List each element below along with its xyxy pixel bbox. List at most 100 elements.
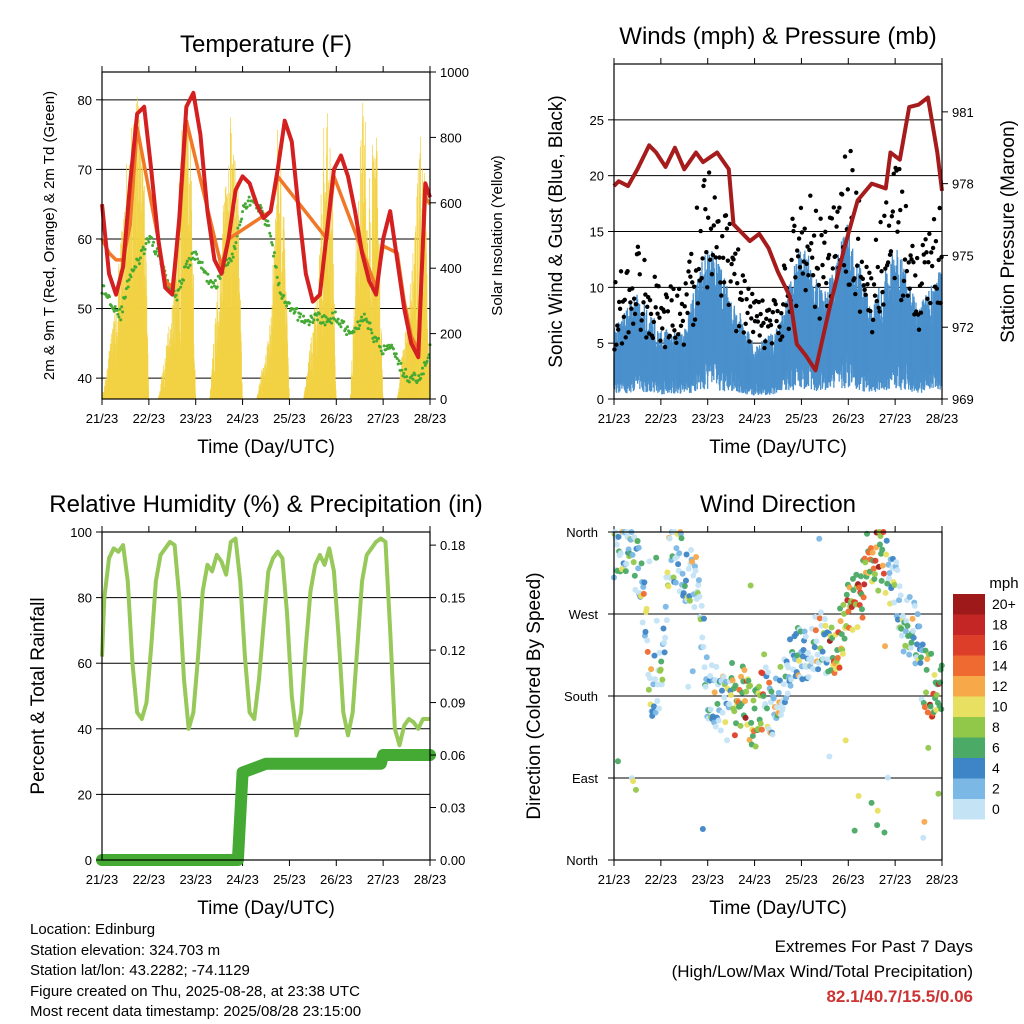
dewpoint-point [213, 278, 217, 282]
gust-point [926, 259, 931, 265]
gust-point [773, 301, 778, 307]
dewpoint-point [310, 316, 314, 320]
dewpoint-point [419, 376, 423, 380]
dewpoint-point [269, 234, 273, 238]
legend-swatch [953, 635, 985, 656]
direction-point [879, 562, 886, 569]
gust-point [618, 269, 624, 274]
gust-point [869, 329, 875, 335]
gust-point [820, 262, 825, 268]
direction-point [795, 657, 802, 664]
gust-point [819, 232, 824, 238]
y-tick-label: 60 [78, 232, 92, 247]
gust-point [625, 268, 630, 274]
legend-swatch [953, 696, 985, 717]
direction-point [658, 681, 665, 688]
dewpoint-point [400, 368, 404, 372]
gust-point [738, 290, 744, 295]
y-tick-label: 0 [85, 853, 92, 868]
direction-point [838, 631, 845, 638]
dewpoint-point [184, 262, 188, 266]
dewpoint-point [333, 310, 337, 314]
dewpoint-point [295, 307, 299, 311]
gust-point [927, 231, 932, 237]
gust-point [898, 207, 903, 213]
dewpoint-point [330, 321, 334, 325]
recent-data-timestamp: Most recent data timestamp: 2025/08/28 2… [30, 1003, 362, 1020]
gust-point [749, 316, 754, 321]
precipitation-series [96, 749, 436, 866]
direction-point [845, 608, 852, 615]
direction-point [689, 558, 696, 565]
dewpoint-point [212, 281, 216, 285]
direction-point [731, 708, 738, 715]
direction-point [799, 653, 806, 660]
x-tick-label: 25/23 [785, 411, 818, 426]
y-tick-label: 100 [70, 525, 92, 540]
dewpoint-point [206, 272, 210, 276]
direction-point [851, 827, 858, 834]
dewpoint-point [413, 373, 417, 377]
dewpoint-point [239, 220, 243, 224]
dewpoint-point [144, 241, 148, 245]
extremes-values: 82.1/40.7/15.5/0.06 [826, 987, 973, 1006]
gust-point [683, 281, 688, 286]
x-tick-label: 23/23 [179, 872, 212, 887]
direction-point [842, 737, 849, 744]
direction-point [920, 834, 927, 841]
gust-point [637, 272, 642, 277]
dewpoint-point [227, 261, 231, 265]
gust-point [732, 271, 737, 277]
gust-point [721, 280, 727, 285]
dewpoint-point [312, 318, 316, 322]
direction-point [642, 628, 649, 635]
extremes-subheading: (High/Low/Max Wind/Total Precipitation) [671, 962, 973, 981]
direction-point [935, 790, 942, 797]
gust-point [633, 301, 639, 307]
direction-point [841, 635, 848, 642]
y-tick-label: 80 [78, 591, 92, 606]
direction-point [884, 774, 891, 781]
gust-point [769, 341, 775, 346]
direction-point [690, 572, 697, 579]
gust-point [705, 285, 710, 290]
gust-point [885, 260, 891, 265]
gust-point [703, 206, 708, 212]
dewpoint-point [201, 268, 205, 272]
direction-point [784, 690, 791, 697]
dewpoint-point [146, 237, 150, 241]
x-tick-label: 24/23 [738, 411, 771, 426]
dewpoint-point [421, 372, 425, 376]
dewpoint-point [143, 247, 147, 251]
gust-point [676, 286, 682, 292]
direction-point [811, 644, 818, 651]
gust-point [724, 226, 730, 231]
x-tick-label: 26/23 [832, 411, 865, 426]
dewpoint-point [175, 298, 179, 302]
dewpoint-point [231, 255, 235, 259]
direction-point [916, 623, 923, 630]
dewpoint-point [248, 203, 252, 207]
direction-point [820, 655, 827, 662]
direction-point [802, 633, 809, 640]
dewpoint-point [366, 327, 370, 331]
gust-point [888, 249, 894, 254]
direction-point [661, 649, 668, 656]
dewpoint-point [302, 321, 306, 325]
gust-point [900, 293, 906, 298]
direction-point [701, 664, 708, 671]
gust-series [612, 148, 944, 352]
dewpoint-point [345, 333, 349, 337]
direction-tick-label: South [564, 689, 598, 704]
direction-point [774, 704, 781, 711]
y2-tick-label: 600 [440, 196, 462, 211]
direction-point [917, 659, 924, 666]
direction-point [878, 577, 885, 584]
dewpoint-point [240, 217, 244, 221]
gust-point [727, 221, 732, 227]
legend-label: 6 [992, 740, 1000, 756]
gust-point [865, 282, 870, 287]
x-tick-label: 21/23 [86, 872, 119, 887]
gust-point [665, 309, 671, 314]
gust-point [716, 219, 721, 224]
